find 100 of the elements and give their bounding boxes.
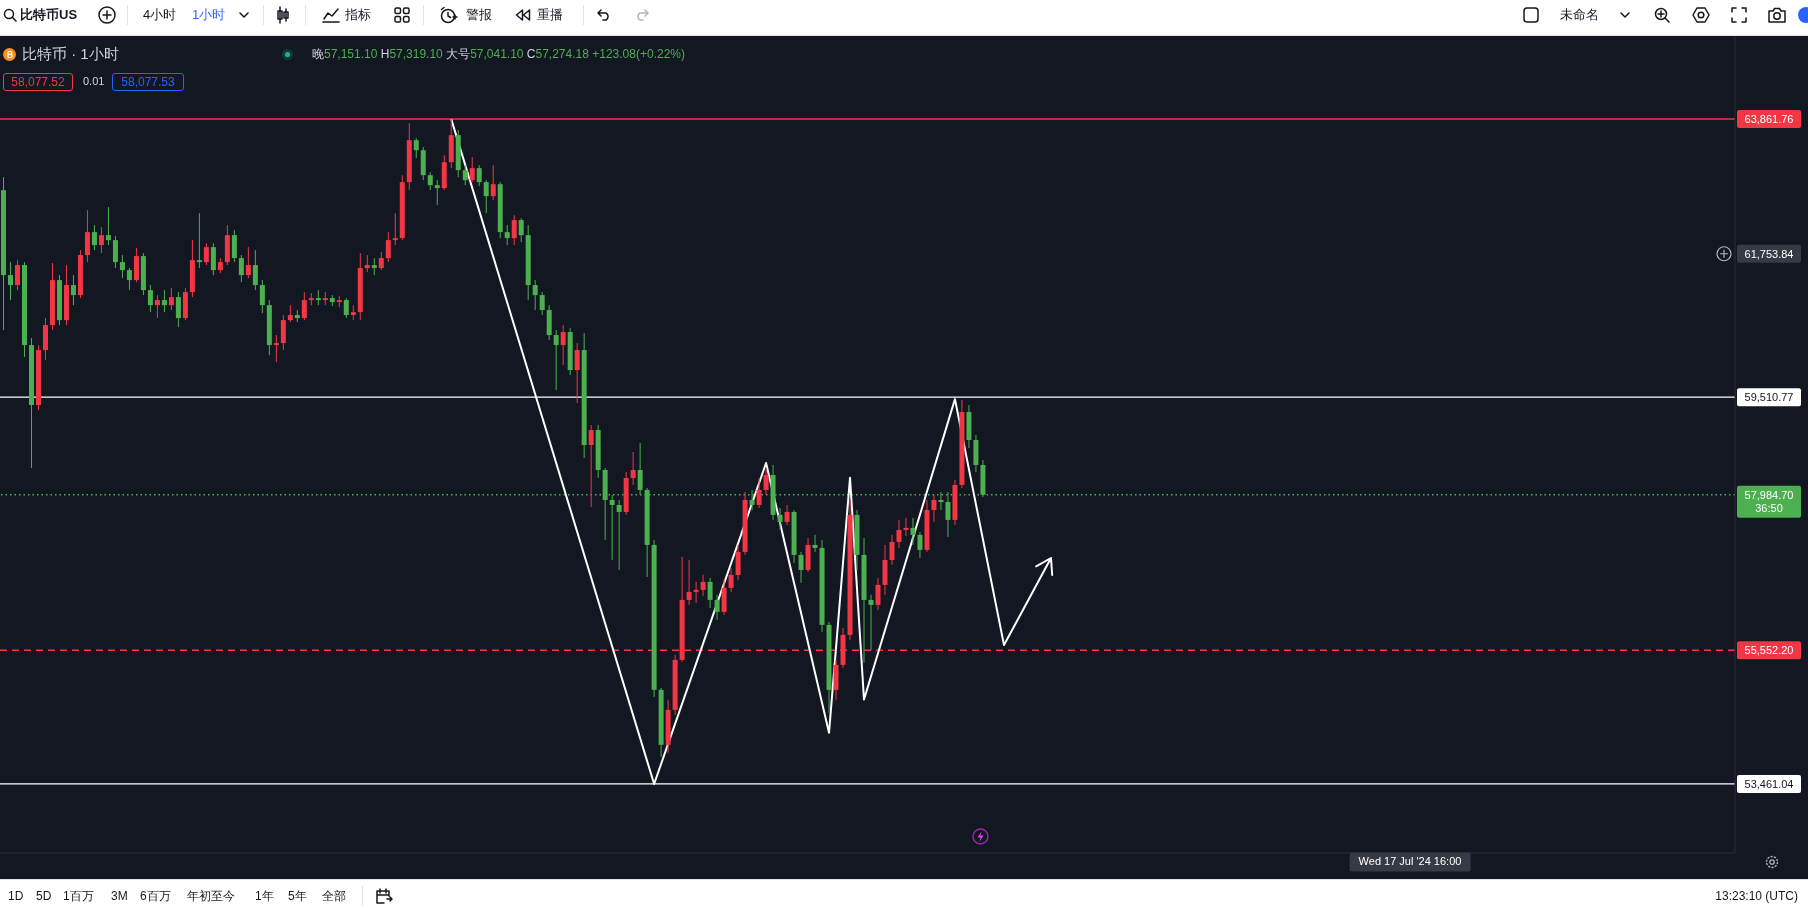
candlestick (735, 544, 741, 581)
candlestick (707, 577, 713, 609)
candlestick (175, 291, 181, 328)
candlestick (147, 284, 153, 313)
candlestick (462, 164, 468, 186)
annotation: 58,077.53 (112, 73, 184, 91)
candlestick (392, 212, 398, 246)
candlestick (231, 229, 237, 263)
candlestick (252, 249, 258, 291)
y-tick-label: 63,861.76 (1744, 112, 1794, 125)
candlestick (686, 559, 692, 606)
candlestick (378, 251, 384, 271)
candlestick (238, 254, 244, 283)
candlestick (889, 534, 895, 566)
text: 未命名 (1560, 7, 1599, 23)
text: Wed 17 Jul '24 16:00 (1349, 852, 1471, 872)
candlestick (714, 594, 720, 621)
text: 4小时 (143, 7, 177, 23)
text: 3M (111, 888, 128, 904)
text: 比特币US (20, 7, 78, 23)
text: 重播 (537, 7, 563, 23)
candlestick (280, 314, 286, 351)
candlestick (434, 179, 440, 206)
candlestick (301, 291, 307, 321)
candlestick (259, 279, 265, 314)
candlestick (553, 329, 559, 391)
text: 比特币 · 1小时 (22, 44, 119, 64)
candlestick (469, 156, 475, 183)
candlestick (196, 212, 202, 269)
candlestick (728, 567, 734, 593)
text: 1年 (255, 888, 274, 904)
candlestick (910, 517, 916, 546)
candlestick (70, 274, 76, 306)
text: 全部 (322, 888, 346, 904)
candlestick (483, 179, 489, 214)
candlestick (693, 581, 699, 604)
candlestick (84, 209, 90, 263)
text: 6百万 (140, 888, 171, 904)
candlestick (560, 324, 566, 366)
candlestick (609, 494, 615, 561)
text: 指标 (345, 7, 371, 23)
candlestick (210, 242, 216, 276)
candlestick (385, 231, 391, 263)
text: 13:23:10 (UTC) (1715, 888, 1798, 904)
candlestick (98, 226, 104, 254)
candlestick (630, 451, 636, 486)
candlestick (763, 467, 769, 496)
candlestick (14, 259, 20, 291)
text: 年初至今 (187, 888, 235, 904)
text: 36:50 (1755, 501, 1783, 514)
candlestick (490, 164, 496, 201)
candlestick (917, 531, 923, 559)
candlestick (798, 551, 804, 584)
candlestick (812, 534, 818, 553)
y-tick-label: 55,552.20 (1744, 644, 1794, 657)
y-tick-label: 57,984.70 (1744, 488, 1794, 501)
text: 1百万 (63, 888, 94, 904)
candlestick (756, 477, 762, 509)
candlestick (154, 294, 160, 319)
candlestick (588, 424, 594, 508)
candlestick (126, 267, 132, 291)
candlestick (931, 494, 937, 523)
text: 1D (8, 888, 24, 904)
text: 警报 (466, 7, 492, 23)
candlestick (875, 577, 881, 611)
candlestick (91, 224, 97, 251)
text: 5D (36, 888, 52, 904)
candlestick (112, 235, 118, 269)
candlestick (532, 279, 538, 311)
candlestick (161, 289, 167, 313)
candlestick (245, 246, 251, 279)
y-tick-label: 53,461.04 (1744, 777, 1794, 790)
candlestick (8, 261, 13, 301)
candlestick (518, 217, 524, 243)
candlestick (504, 224, 510, 246)
candlestick (511, 214, 517, 246)
candlestick (203, 242, 209, 266)
candlestick (896, 519, 902, 549)
candlestick (119, 254, 125, 279)
text: 晚57,151.10 H57,319.10 大号57,041.10 C57,274.18 +123.08(+0.22%) (312, 46, 685, 61)
candlestick (273, 334, 279, 363)
candlestick (903, 517, 909, 537)
candlestick (868, 594, 874, 651)
text: 1小时 (192, 7, 226, 23)
candlestick (105, 206, 111, 246)
y-tick-label: 61,753.84 (1744, 247, 1794, 260)
candlestick (168, 287, 174, 311)
candlestick (133, 247, 139, 283)
candlestick (413, 137, 419, 159)
candlestick (343, 297, 349, 319)
text: 5年 (288, 888, 307, 904)
candlestick (777, 507, 783, 531)
annotation: 0.01 (83, 75, 105, 89)
candlestick (616, 499, 622, 571)
candlestick (700, 574, 706, 597)
annotation: 58,077.52 (3, 73, 73, 91)
candlestick (721, 579, 727, 616)
candlestick (574, 342, 580, 404)
candlestick (784, 504, 790, 526)
y-tick-label: 59,510.77 (1744, 391, 1794, 404)
